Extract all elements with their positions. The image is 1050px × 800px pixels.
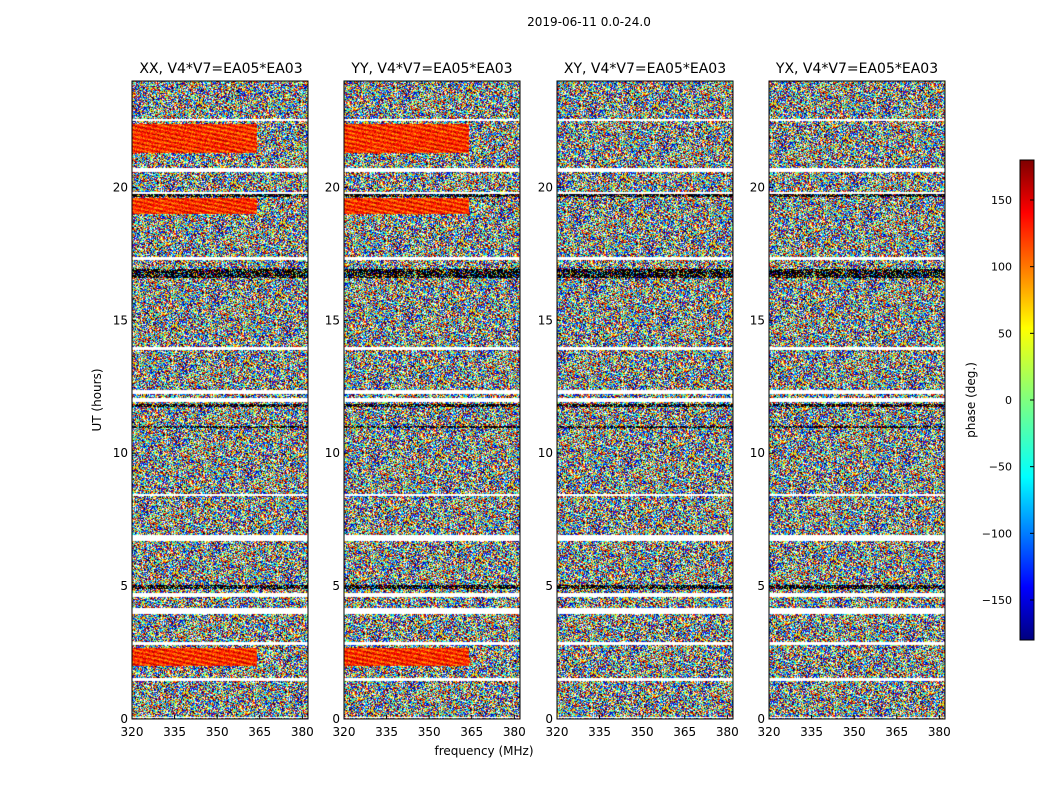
y-tick-label: 15: [113, 313, 128, 327]
x-tick-label: 365: [673, 725, 696, 739]
x-tick-label: 335: [163, 725, 186, 739]
colorbar-tick-label: 150: [991, 194, 1012, 207]
y-tick-label: 5: [120, 579, 128, 593]
colorbar-tick-label: 100: [991, 261, 1012, 274]
y-tick-label: 10: [325, 446, 340, 460]
axis-ticks-yy: 320 335 350 365 380 0 5 10 15 20: [325, 180, 526, 739]
colorbar: 150 100 50 0 −50 −100 −150 phase (deg.): [964, 159, 1035, 641]
x-tick-label: 380: [716, 725, 739, 739]
colorbar-tick-label: −50: [989, 461, 1012, 474]
panel-xx: XX, V4*V7=EA05*EA03 320 335 350 365 380 0 5 10 1…: [113, 61, 314, 739]
phase-heatmap-xy: [557, 81, 733, 719]
x-tick-label: 350: [843, 725, 866, 739]
x-tick-label: 320: [546, 725, 569, 739]
colorbar-tick-label: −100: [982, 527, 1012, 540]
panel-frame-xx: [131, 80, 309, 720]
panel-yy: YY, V4*V7=EA05*EA03 320 335 350 365 380 0 5 10 1…: [325, 61, 526, 739]
y-tick-label: 10: [750, 446, 765, 460]
axis-ticks-xx: 320 335 350 365 380 0 5 10 15 20: [113, 180, 314, 739]
panel-xy: XY, V4*V7=EA05*EA03 320 335 350 365 380 0 5 10 1…: [538, 61, 739, 739]
y-tick-label: 0: [757, 712, 765, 726]
figure-suptitle: 2019-06-11 0.0-24.0: [527, 15, 651, 29]
y-tick-label: 0: [545, 712, 553, 726]
phase-heatmap-xx: [132, 81, 308, 719]
colorbar-ticks: 150 100 50 0 −50 −100 −150: [982, 194, 1034, 607]
y-tick-label: 10: [538, 446, 553, 460]
x-tick-label: 365: [248, 725, 271, 739]
x-tick-label: 320: [758, 725, 781, 739]
x-tick-label: 380: [503, 725, 526, 739]
y-tick-label: 20: [113, 180, 128, 194]
y-tick-label: 15: [538, 313, 553, 327]
x-tick-label: 380: [928, 725, 951, 739]
y-tick-label: 0: [120, 712, 128, 726]
colorbar-tick-label: 50: [998, 327, 1012, 340]
x-tick-label: 335: [800, 725, 823, 739]
x-tick-label: 320: [121, 725, 144, 739]
panel-title-xx: XX, V4*V7=EA05*EA03: [139, 61, 302, 77]
y-tick-label: 0: [332, 712, 340, 726]
x-tick-label: 365: [460, 725, 483, 739]
y-tick-label: 5: [757, 579, 765, 593]
colorbar-tick-label: −150: [982, 594, 1012, 607]
y-tick-label: 20: [750, 180, 765, 194]
panel-frame-yy: [343, 80, 521, 720]
panel-frame-xy: [556, 80, 734, 720]
y-tick-label: 5: [545, 579, 553, 593]
panel-frame-yx: [768, 80, 946, 720]
y-tick-label: 10: [113, 446, 128, 460]
x-tick-label: 335: [375, 725, 398, 739]
x-tick-label: 365: [885, 725, 908, 739]
x-tick-label: 320: [333, 725, 356, 739]
x-tick-label: 350: [631, 725, 654, 739]
y-tick-label: 15: [325, 313, 340, 327]
panel-title-xy: XY, V4*V7=EA05*EA03: [564, 61, 726, 77]
axis-ticks-yx: 320 335 350 365 380 0 5 10 15 20: [750, 180, 951, 739]
panel-title-yy: YY, V4*V7=EA05*EA03: [350, 61, 512, 77]
panel-title-yx: YX, V4*V7=EA05*EA03: [775, 61, 938, 77]
x-tick-label: 335: [588, 725, 611, 739]
y-tick-label: 20: [538, 180, 553, 194]
colorbar-label: phase (deg.): [964, 362, 978, 438]
x-tick-label: 350: [418, 725, 441, 739]
colorbar-tick-label: 0: [1005, 394, 1012, 407]
panel-yx: YX, V4*V7=EA05*EA03 320 335 350 365 380 0 5 10 1…: [750, 61, 951, 739]
x-tick-label: 380: [291, 725, 314, 739]
phase-heatmap-yy: [344, 81, 520, 719]
y-tick-label: 15: [750, 313, 765, 327]
y-axis-label: UT (hours): [90, 368, 104, 431]
x-axis-label: frequency (MHz): [434, 744, 533, 758]
y-tick-label: 5: [332, 579, 340, 593]
axis-ticks-xy: 320 335 350 365 380 0 5 10 15 20: [538, 180, 739, 739]
y-tick-label: 20: [325, 180, 340, 194]
x-tick-label: 350: [206, 725, 229, 739]
phase-heatmap-yx: [769, 81, 945, 719]
